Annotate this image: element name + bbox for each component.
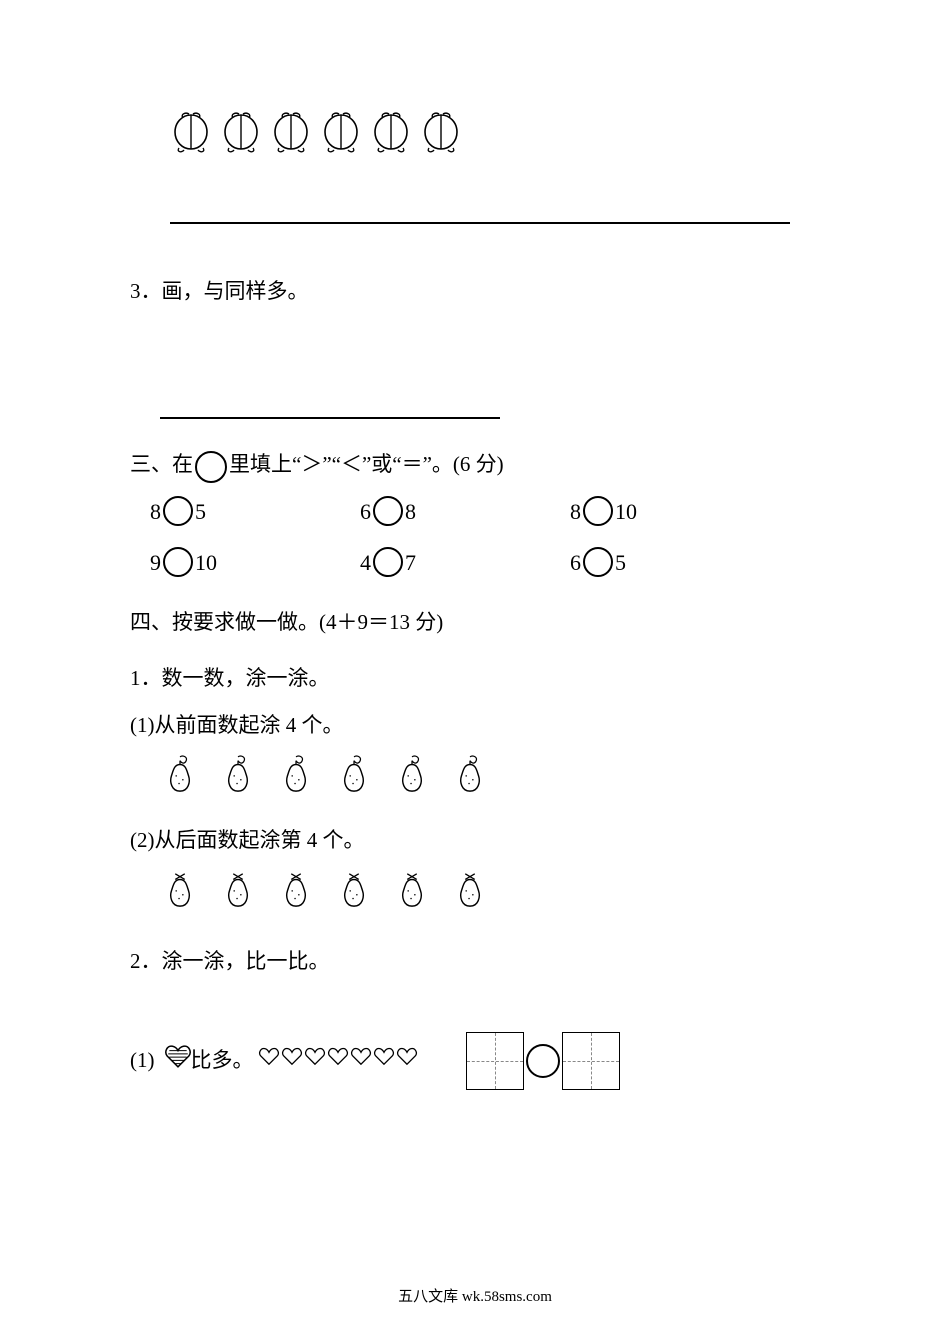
section-3-title-prefix: 三、在 bbox=[130, 449, 193, 481]
compare-row: 9104765 bbox=[150, 546, 820, 579]
pear-row-1 bbox=[160, 752, 820, 806]
compare-row: 8568810 bbox=[150, 495, 820, 528]
pear-icon bbox=[450, 752, 490, 806]
answer-blank-line bbox=[170, 222, 790, 224]
pear-icon bbox=[276, 867, 316, 921]
compare-b: 10 bbox=[195, 546, 217, 579]
peach-icon bbox=[370, 110, 412, 164]
compare-a: 9 bbox=[150, 546, 161, 579]
pear-icon bbox=[450, 867, 490, 921]
pear-row-2 bbox=[160, 867, 820, 921]
tianzi-box-right bbox=[562, 1032, 620, 1090]
peach-icon bbox=[320, 110, 362, 164]
section-4-q2: 2．涂一涂，比一比。 bbox=[130, 946, 820, 978]
blank-circle-icon bbox=[583, 496, 613, 526]
section-4-q1-sub2-label: (2)从后面数起涂第 4 个。 bbox=[130, 828, 365, 852]
section-4-q1-sub1-label: (1)从前面数起涂 4 个。 bbox=[130, 713, 344, 737]
section-4-q1-sub1: (1)从前面数起涂 4 个。 bbox=[130, 710, 820, 742]
heart-outline-icon bbox=[373, 1045, 395, 1077]
heart-outline-icon bbox=[304, 1045, 326, 1077]
section-4-q2-sub1-text: 比多。 bbox=[191, 1045, 254, 1077]
heart-outline-icon bbox=[281, 1045, 303, 1077]
heart-solid-icon bbox=[165, 1044, 191, 1078]
section-4-title-text: 四、按要求做一做。(4＋9＝13 分) bbox=[130, 610, 443, 634]
compare-a: 6 bbox=[360, 495, 371, 528]
heart-outline-icon bbox=[350, 1045, 372, 1077]
section-4-title: 四、按要求做一做。(4＋9＝13 分) bbox=[130, 607, 820, 639]
compare-cell: 8 10 bbox=[570, 495, 690, 528]
compare-circle-icon bbox=[526, 1044, 560, 1078]
footer-text: 五八文库 wk.58sms.com bbox=[398, 1289, 552, 1305]
hearts-outline-row bbox=[258, 1045, 418, 1077]
peach-icon bbox=[270, 110, 312, 164]
section-4-q1-label: 1．数一数，涂一涂。 bbox=[130, 666, 330, 690]
compare-cell: 68 bbox=[360, 495, 480, 528]
heart-outline-icon bbox=[327, 1045, 349, 1077]
compare-b: 7 bbox=[405, 546, 416, 579]
section-4-q1: 1．数一数，涂一涂。 bbox=[130, 663, 820, 695]
pear-icon bbox=[334, 752, 374, 806]
compare-a: 4 bbox=[360, 546, 371, 579]
page-footer: 五八文库 wk.58sms.com bbox=[0, 1286, 950, 1309]
pear-icon bbox=[276, 752, 316, 806]
compare-a: 8 bbox=[150, 495, 161, 528]
pear-icon bbox=[218, 752, 258, 806]
question-3-label: 3．画，与同样多。 bbox=[130, 279, 309, 303]
peach-icon bbox=[420, 110, 462, 164]
compare-cell: 9 10 bbox=[150, 546, 270, 579]
blank-circle-icon bbox=[195, 451, 227, 483]
section-4-q1-sub2: (2)从后面数起涂第 4 个。 bbox=[130, 825, 820, 857]
section-4-q2-sub1-idx: (1) bbox=[130, 1045, 155, 1077]
heart-outline-icon bbox=[396, 1045, 418, 1077]
compare-a: 6 bbox=[570, 546, 581, 579]
pear-icon bbox=[392, 752, 432, 806]
section-3-title-suffix: 里填上“＞”“＜”或“＝”。(6 分) bbox=[229, 449, 504, 481]
pear-icon bbox=[160, 752, 200, 806]
pear-icon bbox=[392, 867, 432, 921]
compare-b: 5 bbox=[195, 495, 206, 528]
section-4-q2-sub1: (1) 比多。 bbox=[130, 1032, 820, 1090]
pear-icon bbox=[334, 867, 374, 921]
compare-b: 10 bbox=[615, 495, 637, 528]
compare-b: 5 bbox=[615, 546, 626, 579]
pear-icon bbox=[218, 867, 258, 921]
compare-grid: 85688109104765 bbox=[150, 495, 820, 579]
section-3-title: 三、在 里填上“＞”“＜”或“＝”。(6 分) bbox=[130, 449, 820, 481]
pear-icon bbox=[160, 867, 200, 921]
compare-cell: 85 bbox=[150, 495, 270, 528]
section-4-q2-label: 2．涂一涂，比一比。 bbox=[130, 949, 330, 973]
answer-blank-line-2 bbox=[160, 417, 500, 419]
blank-circle-icon bbox=[163, 496, 193, 526]
compare-cell: 47 bbox=[360, 546, 480, 579]
question-3: 3．画，与同样多。 bbox=[130, 276, 820, 308]
blank-circle-icon bbox=[373, 547, 403, 577]
compare-cell: 65 bbox=[570, 546, 690, 579]
worksheet-page: 3．画，与同样多。 三、在 里填上“＞”“＜”或“＝”。(6 分) 856881… bbox=[0, 0, 950, 1344]
tianzi-box-left bbox=[466, 1032, 524, 1090]
compare-b: 8 bbox=[405, 495, 416, 528]
peach-icon bbox=[220, 110, 262, 164]
blank-circle-icon bbox=[163, 547, 193, 577]
heart-outline-icon bbox=[258, 1045, 280, 1077]
compare-a: 8 bbox=[570, 495, 581, 528]
peach-row bbox=[170, 110, 820, 164]
peach-icon bbox=[170, 110, 212, 164]
blank-circle-icon bbox=[583, 547, 613, 577]
blank-circle-icon bbox=[373, 496, 403, 526]
tianzi-compare bbox=[466, 1032, 620, 1090]
